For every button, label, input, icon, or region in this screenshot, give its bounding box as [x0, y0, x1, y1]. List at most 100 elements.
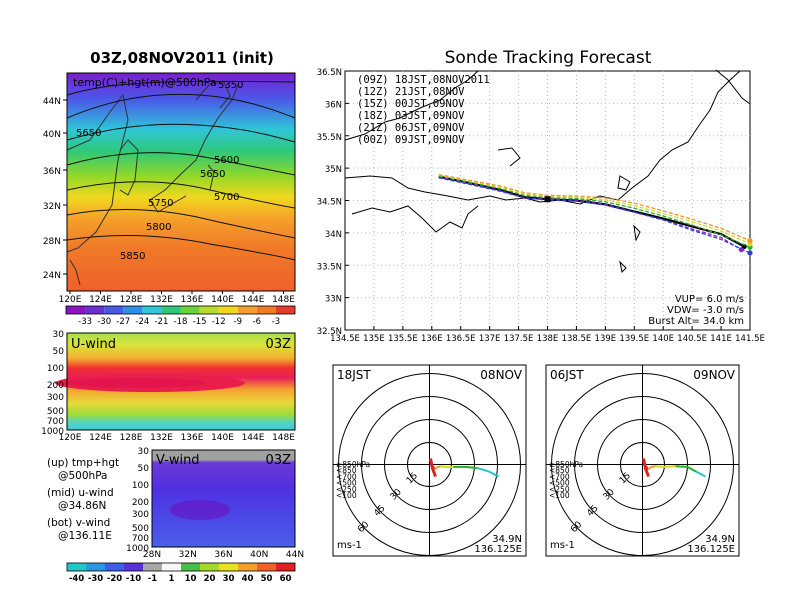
lon-tick-label: 140E [211, 295, 234, 305]
track-x-tick: 135.5E [388, 334, 418, 344]
vwind-frame [151, 449, 296, 548]
coastline-2 [149, 84, 239, 201]
temp-colorbar-cell [199, 306, 219, 314]
contour-label: 5600 [214, 155, 239, 166]
wind-colorbar-label: 10 [185, 574, 197, 584]
track-x-tick: 134.5E [330, 334, 360, 344]
temp-colorbar-label: -6 [253, 317, 261, 327]
coastline-3 [149, 195, 187, 213]
uwind-pressure-tick: 30 [53, 330, 65, 340]
uwind-lon-tick: 148E [272, 433, 295, 443]
wind-colorbar-label: 60 [280, 574, 292, 584]
map-label: temp(C)+hgt(m)@500hPa [73, 76, 217, 89]
contour-label: 5800 [146, 222, 171, 233]
vwind-pressure-tick: 100 [132, 481, 149, 491]
hodograph-trace-segment [440, 465, 445, 468]
hodograph-trace-segment [696, 470, 706, 478]
wind-colorbar-label: -1 [148, 574, 158, 584]
temp-colorbar-label: -3 [272, 317, 280, 327]
legend-line-title: (mid) u-wind [47, 487, 114, 499]
uwind-title: U-wind [71, 337, 116, 352]
wind-colorbar-label: -40 [69, 574, 84, 584]
uwind-pressure-tick: 500 [47, 407, 64, 417]
uwind-lon-tick: 132E [150, 433, 173, 443]
temp-colorbar-label: -33 [78, 317, 92, 327]
contour-label: 5650 [200, 169, 225, 180]
wind-colorbar-cell [105, 563, 124, 571]
track-y-tick: 36.5N [317, 68, 342, 78]
wind-colorbar-cell [257, 563, 276, 571]
hodograph-trace-segment [436, 465, 441, 469]
wind-colorbar-label: 20 [204, 574, 216, 584]
track-x-tick: 135E [363, 334, 385, 344]
hodograph-trace-segment [687, 466, 697, 473]
wind-colorbar-cell [162, 563, 181, 571]
contour-label: 5350 [218, 80, 243, 91]
hodograph-trace-segment [663, 465, 676, 468]
hodograph-level-legend: <100 [549, 491, 570, 500]
vwind-pressure-tick: 500 [132, 524, 149, 534]
vwind-core [170, 500, 230, 520]
contour-label: 5650 [76, 128, 101, 139]
track-coastline-0 [344, 70, 479, 141]
vwind-pressure-tick: 300 [132, 510, 149, 520]
temp-colorbar-label: -24 [135, 317, 149, 327]
track-coastline-3 [497, 147, 521, 167]
track-y-tick: 36N [325, 100, 342, 110]
hodograph-lat: 34.9N [705, 534, 735, 545]
wind-colorbar-label: -30 [88, 574, 103, 584]
track-coastline-6 [619, 260, 627, 274]
temp-colorbar-cell [218, 306, 238, 314]
vwind-lat-tick: 28N [143, 550, 161, 560]
vwind-lat-tick: 40N [250, 550, 268, 560]
hodograph-level-legend: <100 [336, 491, 357, 500]
legend-line-sub: @136.11E [58, 530, 112, 542]
lat-tick-label: 44N [43, 97, 61, 107]
temp-colorbar-cell [142, 306, 162, 314]
track-x-tick: 138.5E [562, 334, 592, 344]
temp-colorbar-label: -27 [116, 317, 130, 327]
track-y-tick: 34.5N [317, 198, 342, 208]
temp-colorbar-cell [275, 306, 295, 314]
uwind-pressure-tick: 1000 [41, 427, 64, 437]
track-x-tick: 141E [710, 334, 732, 344]
hodograph-trace-segment [465, 465, 478, 470]
lat-tick-label: 36N [43, 167, 61, 177]
uwind-lon-tick: 124E [89, 433, 112, 443]
track-x-tick: 141.5E [735, 334, 765, 344]
temp-colorbar-label: -18 [174, 317, 188, 327]
temp-map-frame [66, 72, 296, 292]
track-x-tick: 136.5E [446, 334, 476, 344]
hodograph-level-legend: ≥850hPa [549, 460, 583, 469]
wind-colorbar-cell [143, 563, 162, 571]
temp-colorbar-cell [256, 306, 276, 314]
legend-line-title: (up) tmp+hgt [47, 457, 119, 469]
wind-colorbar-cell [219, 563, 238, 571]
vwind-field [152, 450, 295, 547]
hodograph-trace-segment [650, 465, 656, 468]
contour-label: 5850 [120, 251, 145, 262]
temp-field [67, 73, 295, 291]
hodograph-time: 06JST [550, 368, 584, 382]
lat-tick-label: 28N [43, 237, 61, 247]
track-line-series [438, 176, 742, 251]
vwind-title: V-wind [156, 453, 200, 468]
lon-tick-label: 132E [150, 295, 173, 305]
hodograph-panel: 15304560≥850hPa<850<700<500<250<10006JST… [545, 364, 740, 557]
hodograph-level-legend: <500 [549, 479, 570, 488]
hodograph-level-legend: <500 [336, 479, 357, 488]
hodograph-trace-segment [647, 466, 652, 471]
hodograph-date: 08NOV [480, 368, 522, 382]
height-contour-2 [66, 123, 296, 143]
lon-tick-label: 124E [89, 295, 112, 305]
run-legend-entry: (09Z) 18JST,08NOV2011 [357, 74, 490, 86]
wind-colorbar-cell [238, 563, 257, 571]
vwind-time: 03Z [266, 453, 292, 468]
lon-tick-label: 148E [272, 295, 295, 305]
hodograph-level-legend: <700 [336, 472, 357, 481]
uwind-lon-tick: 128E [120, 433, 143, 443]
height-contour-4 [66, 181, 296, 209]
legend-line-title: (bot) v-wind [47, 517, 110, 529]
